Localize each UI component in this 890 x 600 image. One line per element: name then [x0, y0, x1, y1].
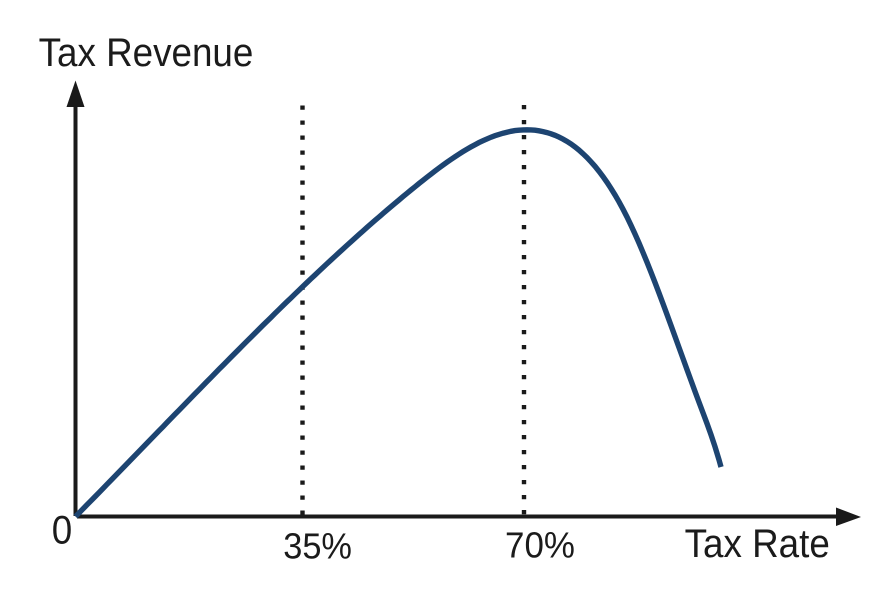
- svg-text:Tax Rate: Tax Rate: [685, 522, 830, 567]
- svg-text:0: 0: [52, 508, 72, 553]
- svg-text:Tax Revenue: Tax Revenue: [39, 31, 254, 76]
- svg-text:35%: 35%: [283, 527, 352, 567]
- svg-text:70%: 70%: [505, 525, 575, 566]
